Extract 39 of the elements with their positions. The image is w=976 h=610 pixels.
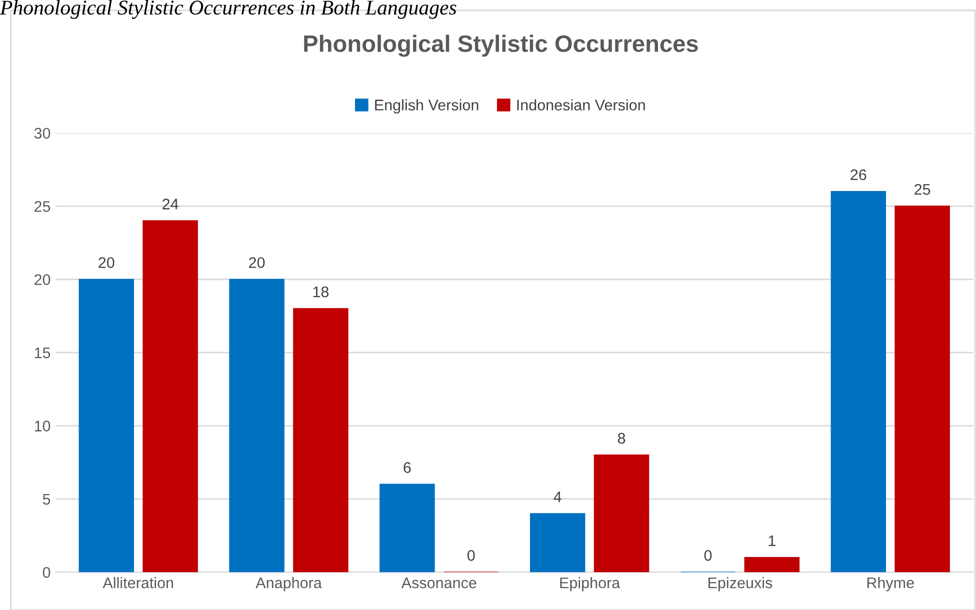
y-tick-label: 10 [34, 420, 50, 432]
y-tick-label: 5 [42, 494, 50, 505]
data-label: 6 [404, 462, 411, 473]
bar [293, 308, 348, 572]
y-tick-label: 25 [34, 201, 50, 212]
text: Phonological Stylistic Occurrences in Both Languages [0, 0, 456, 19]
x-tick-label: Epizeuxis [708, 577, 772, 592]
legend-label: Indonesian Version [517, 99, 645, 110]
bar [744, 556, 800, 572]
bar [830, 190, 886, 572]
data-label: 8 [618, 432, 626, 444]
y-tick-label: 20 [34, 274, 50, 286]
bar [594, 454, 650, 572]
data-label: 25 [914, 184, 930, 195]
data-label: 4 [554, 492, 562, 502]
x-tick-label: Rhyme [867, 577, 914, 592]
data-label: 20 [98, 257, 114, 268]
y-tick-label: 0 [42, 567, 50, 578]
data-label: 26 [850, 169, 866, 180]
x-tick-label: Alliteration [102, 577, 174, 588]
y-tick-label: 15 [34, 348, 50, 358]
y-tick-label: 30 [34, 128, 50, 139]
data-label: 0 [704, 550, 712, 561]
bar [380, 484, 435, 572]
x-tick-label: Epiphora [560, 577, 620, 592]
bar [229, 278, 284, 572]
bar [530, 513, 586, 572]
data-label: 24 [162, 198, 178, 210]
x-tick-label: Assonance [401, 578, 476, 588]
data-label: 1 [768, 536, 776, 546]
x-tick-label: Anaphora [256, 577, 322, 592]
bar [78, 278, 134, 572]
chart-title: Phonological Stylistic Occurrences [304, 34, 698, 57]
data-label: 20 [249, 257, 265, 268]
bar [894, 206, 950, 572]
legend-label: English Version [375, 99, 478, 114]
bar [142, 220, 198, 572]
data-label: 0 [467, 550, 475, 561]
data-label: 18 [313, 286, 329, 298]
